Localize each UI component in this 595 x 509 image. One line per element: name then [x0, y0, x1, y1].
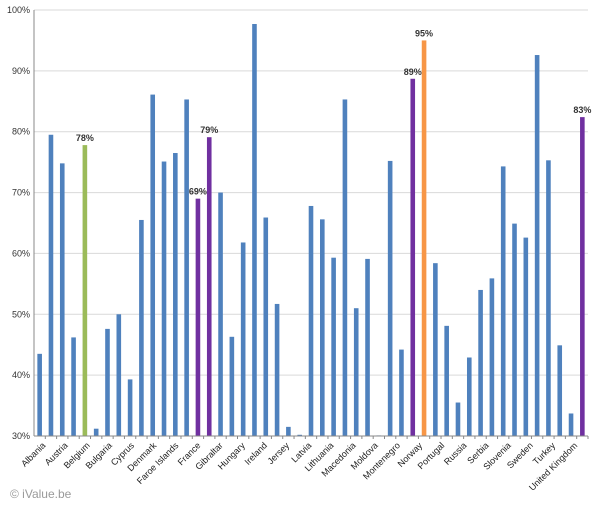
- bar: [308, 205, 314, 436]
- data-label: 83%: [573, 105, 591, 115]
- y-tick-label: 70%: [12, 188, 30, 198]
- x-category-label: Russia: [442, 440, 469, 467]
- bar: [557, 345, 563, 436]
- bar: [173, 153, 178, 436]
- data-label: 95%: [415, 28, 433, 38]
- credit-watermark: © iValue.be: [10, 487, 72, 501]
- y-axis-ticks: 30% 40% 50% 60% 70% 80% 90% 100%: [7, 5, 30, 441]
- bar: [444, 325, 449, 436]
- bar: [59, 163, 65, 437]
- bar: [274, 303, 280, 436]
- bar: [93, 428, 99, 436]
- bar: [489, 278, 495, 436]
- bar: [240, 242, 246, 436]
- bar: [229, 336, 235, 436]
- bar: [534, 55, 540, 436]
- y-tick-label: 90%: [12, 66, 30, 76]
- x-category-label: Albania: [19, 440, 47, 468]
- axes: [33, 10, 589, 439]
- bar: [410, 78, 416, 437]
- data-labels: 78% 69% 79% 89% 95% 83%: [76, 28, 591, 196]
- bar: [195, 198, 201, 436]
- bars: [37, 23, 585, 437]
- y-tick-label: 60%: [12, 248, 30, 258]
- bar: [512, 223, 517, 436]
- bar: [105, 328, 110, 436]
- bar: [387, 160, 393, 436]
- bar: [546, 160, 551, 436]
- bar: [433, 263, 438, 436]
- bar: [71, 337, 76, 436]
- bar: [331, 257, 336, 436]
- data-label: 78%: [76, 133, 94, 143]
- bar: [127, 379, 133, 436]
- x-category-label: Jersey: [265, 440, 291, 466]
- y-tick-label: 80%: [12, 127, 30, 137]
- bar: [297, 434, 302, 436]
- bar: [421, 40, 427, 437]
- bar: [139, 219, 144, 436]
- bar: [320, 219, 325, 436]
- bar: [399, 349, 404, 436]
- bar: [580, 117, 585, 436]
- bar: [365, 258, 370, 436]
- y-tick-label: 30%: [12, 431, 30, 441]
- y-tick-label: 100%: [7, 5, 30, 15]
- bar: [342, 99, 348, 437]
- data-label: 69%: [189, 187, 207, 197]
- bar: [286, 426, 291, 436]
- bar: [568, 413, 574, 436]
- bar: [353, 308, 359, 436]
- x-category-label: Ireland: [243, 440, 270, 467]
- bar: [478, 289, 483, 436]
- bar: [455, 402, 461, 436]
- y-tick-label: 50%: [12, 309, 30, 319]
- bar: [48, 134, 54, 436]
- bar: [150, 94, 156, 436]
- x-axis-categories: AlbaniaAustriaBelgiumBulgariaCyprusDenma…: [19, 440, 579, 493]
- bar: [37, 353, 42, 436]
- bar: [184, 99, 189, 437]
- bar: [206, 137, 212, 437]
- bar: [523, 237, 529, 436]
- data-label: 79%: [200, 125, 218, 135]
- bar: [466, 357, 472, 436]
- bar: [82, 145, 88, 437]
- bar: [252, 23, 257, 437]
- bar: [263, 217, 269, 436]
- data-label: 89%: [404, 67, 422, 77]
- bar: [161, 161, 167, 436]
- bar: [218, 192, 223, 436]
- bar: [116, 314, 122, 436]
- y-tick-label: 40%: [12, 370, 30, 380]
- bar: [500, 166, 506, 436]
